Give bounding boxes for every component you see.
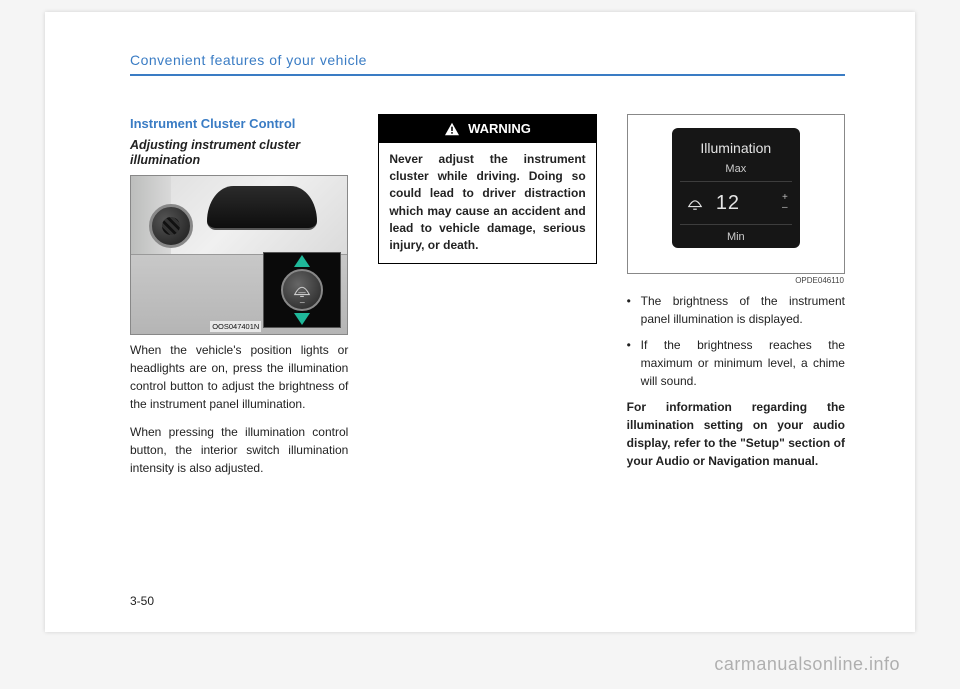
illum-min-label: Min (727, 229, 745, 246)
instrument-cluster-icon (207, 186, 317, 230)
warning-label: WARNING (468, 119, 531, 139)
bold-note: For information regarding the illuminati… (627, 398, 845, 470)
warning-body: Never adjust the instrument cluster whil… (379, 143, 595, 263)
figure-code: OPDE046110 (795, 275, 844, 287)
illum-title: Illumination (700, 138, 771, 159)
figure-dashboard: + − OOS047401N (130, 175, 348, 335)
illum-plus: + (782, 193, 788, 203)
figure-code: OOS047401N (210, 321, 261, 332)
minus-label: − (299, 296, 305, 311)
content-columns: Instrument Cluster Control Adjusting ins… (130, 114, 845, 487)
warning-triangle-icon (444, 122, 460, 136)
arrow-down-icon (294, 313, 310, 325)
illum-value: 12 (712, 188, 740, 218)
column-1: Instrument Cluster Control Adjusting ins… (130, 114, 348, 487)
illum-plus-minus: + – (782, 193, 788, 213)
page-number: 3-50 (130, 594, 154, 608)
paragraph: When pressing the illumination control b… (130, 423, 348, 477)
manual-page: Convenient features of your vehicle Inst… (45, 12, 915, 632)
paragraph: When the vehicle's position lights or he… (130, 341, 348, 413)
subsection-title: Adjusting instrument cluster illuminatio… (130, 138, 348, 169)
illum-value-row: 12 + – (680, 181, 792, 225)
warning-header: WARNING (379, 115, 595, 143)
warning-box: WARNING Never adjust the instrument clus… (378, 114, 596, 264)
list-item: The brightness of the instrument panel i… (627, 292, 845, 328)
illumination-panel: Illumination Max 12 + – Min (672, 128, 800, 248)
bullet-list: The brightness of the instrument panel i… (627, 292, 845, 390)
arrow-up-icon (294, 255, 310, 267)
air-vent-icon (149, 204, 193, 248)
lamp-icon (684, 195, 706, 211)
header-title: Convenient features of your vehicle (130, 52, 373, 68)
column-2: WARNING Never adjust the instrument clus… (378, 114, 596, 487)
figure-illumination: Illumination Max 12 + – Min (627, 114, 845, 274)
list-item: If the brightness reaches the maximum or… (627, 336, 845, 390)
section-title: Instrument Cluster Control (130, 114, 348, 134)
watermark: carmanualsonline.info (714, 654, 900, 675)
illum-minus: – (782, 203, 788, 213)
illum-max-label: Max (725, 161, 746, 178)
page-header: Convenient features of your vehicle (130, 48, 845, 76)
column-3: Illumination Max 12 + – Min (627, 114, 845, 487)
button-inset: + − (263, 252, 341, 328)
